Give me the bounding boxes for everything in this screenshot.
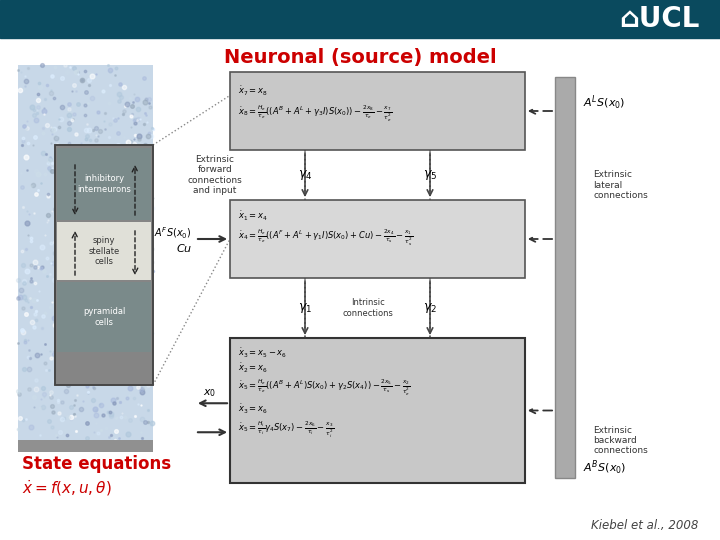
Text: Intrinsic
connections: Intrinsic connections bbox=[342, 298, 393, 318]
Text: $Cu$: $Cu$ bbox=[176, 242, 192, 254]
Text: $\dot{x}_7 = x_8$: $\dot{x}_7 = x_8$ bbox=[238, 85, 268, 98]
Bar bbox=[18, 440, 153, 452]
Text: $x_0$: $x_0$ bbox=[203, 387, 217, 399]
Text: $A^B S(x_0)$: $A^B S(x_0)$ bbox=[583, 459, 626, 477]
Text: $\gamma_1$: $\gamma_1$ bbox=[298, 301, 312, 315]
Bar bbox=[18, 65, 153, 440]
Bar bbox=[555, 77, 575, 478]
Text: $\dot{x}_8 = \frac{H_e}{\tau_e}((A^B + A^L + \gamma_3 I)S(x_0)) - \frac{2x_8}{\t: $\dot{x}_8 = \frac{H_e}{\tau_e}((A^B + A… bbox=[238, 104, 392, 124]
Text: $A^F S(x_0)$: $A^F S(x_0)$ bbox=[155, 225, 192, 241]
Text: $\dot{x}_3 = x_5 - x_6$: $\dot{x}_3 = x_5 - x_6$ bbox=[238, 347, 287, 360]
Text: Extrinsic
lateral
connections: Extrinsic lateral connections bbox=[593, 170, 648, 200]
Text: $\dot{x} = f(x, u, \theta)$: $\dot{x} = f(x, u, \theta)$ bbox=[22, 478, 112, 498]
Bar bbox=[57, 148, 151, 220]
Bar bbox=[230, 338, 525, 483]
Text: Neuronal (source) model: Neuronal (source) model bbox=[224, 49, 496, 68]
Text: spiny
stellate
cells: spiny stellate cells bbox=[89, 236, 120, 266]
Bar bbox=[55, 145, 153, 385]
Text: $\dot{x}_5 = \frac{H_i}{\tau_i}\gamma_4 S(x_7) - \frac{2x_6}{\tau_i} - \frac{x_3: $\dot{x}_5 = \frac{H_i}{\tau_i}\gamma_4 … bbox=[238, 420, 334, 440]
Text: $\dot{x}_3 = x_6$: $\dot{x}_3 = x_6$ bbox=[238, 403, 268, 416]
Text: inhibitory
interneurons: inhibitory interneurons bbox=[77, 174, 131, 194]
Text: $\gamma_2$: $\gamma_2$ bbox=[423, 301, 437, 315]
Text: $\dot{x}_5 = \frac{H_e}{\tau_e}((A^B + A^L)S(x_0) + \gamma_2 S(x_4)) - \frac{2x_: $\dot{x}_5 = \frac{H_e}{\tau_e}((A^B + A… bbox=[238, 378, 410, 398]
Text: Extrinsic
backward
connections: Extrinsic backward connections bbox=[593, 426, 648, 455]
Text: Kiebel et al., 2008: Kiebel et al., 2008 bbox=[590, 519, 698, 532]
Text: $A^L S(x_0)$: $A^L S(x_0)$ bbox=[583, 94, 625, 112]
Text: $\gamma_5$: $\gamma_5$ bbox=[423, 168, 437, 182]
Text: Extrinsic
forward
connections
and input: Extrinsic forward connections and input bbox=[188, 155, 243, 195]
Text: pyramidal
cells: pyramidal cells bbox=[83, 307, 125, 327]
Bar bbox=[230, 72, 525, 150]
Bar bbox=[57, 222, 151, 280]
Text: $\dot{x}_2 = x_6$: $\dot{x}_2 = x_6$ bbox=[238, 362, 268, 375]
Text: State equations: State equations bbox=[22, 455, 171, 473]
Bar bbox=[230, 200, 525, 278]
Bar bbox=[55, 145, 153, 385]
Text: $\dot{x}_4 = \frac{H_e}{\tau_e}((A^F + A^L + \gamma_1 I)S(x_0) + Cu) - \frac{2x_: $\dot{x}_4 = \frac{H_e}{\tau_e}((A^F + A… bbox=[238, 228, 413, 248]
Text: $\gamma_4$: $\gamma_4$ bbox=[298, 168, 312, 182]
Bar bbox=[57, 282, 151, 352]
Text: $\dot{x}_1 = x_4$: $\dot{x}_1 = x_4$ bbox=[238, 210, 268, 224]
Bar bbox=[0, 0, 720, 38]
Text: ⌂UCL: ⌂UCL bbox=[620, 5, 700, 33]
